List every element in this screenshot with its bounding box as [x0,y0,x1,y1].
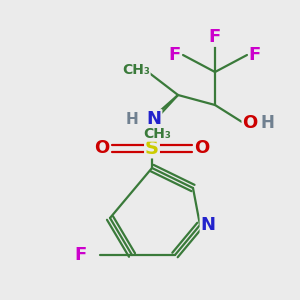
Text: F: F [209,28,221,46]
Text: H: H [126,112,138,128]
Text: S: S [145,139,159,158]
Text: N: N [200,216,215,234]
Text: O: O [242,114,258,132]
Text: CH₃: CH₃ [143,127,171,141]
Text: O: O [94,139,110,157]
Text: F: F [169,46,181,64]
Text: O: O [194,139,210,157]
Text: CH₃: CH₃ [122,63,150,77]
Text: N: N [146,110,161,128]
Text: H: H [260,114,274,132]
Text: F: F [249,46,261,64]
Text: F: F [74,246,86,264]
